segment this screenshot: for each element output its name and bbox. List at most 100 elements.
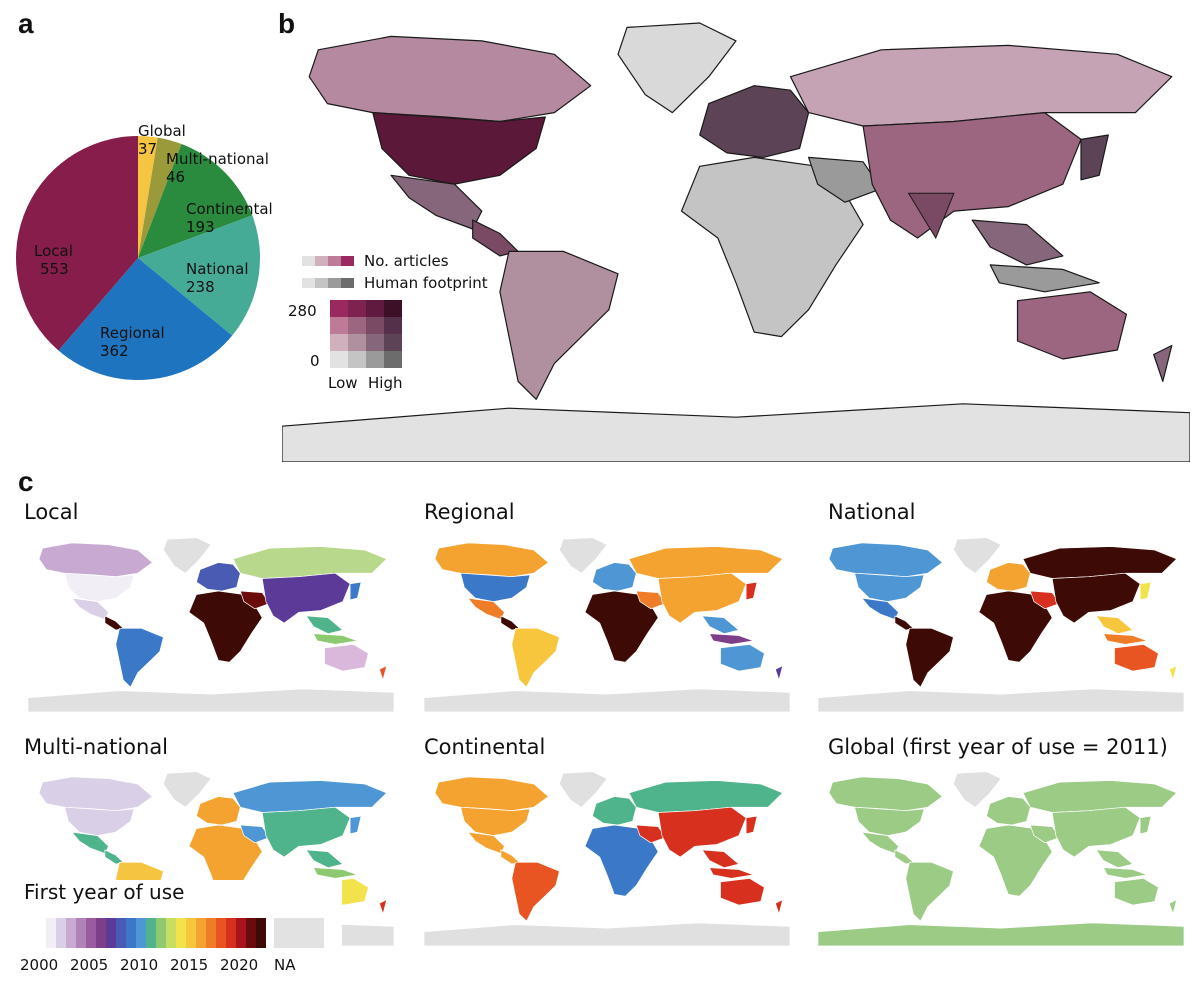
region-antarctica: [818, 922, 1184, 946]
region-usa: [64, 806, 135, 836]
pie-value-continental: 193: [186, 218, 215, 236]
region-samerica: [499, 250, 619, 400]
pie-value-regional: 362: [100, 342, 129, 360]
region-mideast: [239, 590, 270, 610]
colorbar-step: [206, 918, 216, 948]
legend-cell: [384, 300, 402, 317]
colorbar-title: First year of use: [24, 880, 185, 904]
map-national: [818, 537, 1184, 712]
region-canada: [434, 542, 549, 578]
region-seasia: [305, 849, 344, 869]
pie-label-continental: Continental: [186, 200, 273, 218]
region-russia: [628, 546, 784, 579]
region-greenland: [953, 771, 1002, 808]
region-asia: [1051, 572, 1141, 624]
pie-value-national: 238: [186, 278, 215, 296]
region-canada: [434, 776, 549, 812]
legend-swatch-footprint: [302, 278, 315, 288]
legend-row-footprint: Human footprint: [364, 274, 488, 292]
legend-cell: [330, 351, 348, 368]
legend-cell: [348, 334, 366, 351]
panel-letter-a: a: [18, 8, 34, 39]
bivariate-map: [281, 22, 1191, 463]
colorbar-step: [136, 918, 146, 948]
region-europe: [699, 85, 810, 158]
colorbar-step: [116, 918, 126, 948]
legend-cell: [348, 351, 366, 368]
region-japan: [745, 815, 758, 835]
region-mexico: [467, 831, 505, 854]
legend-y-max: 280: [288, 302, 317, 320]
region-australia: [324, 644, 369, 672]
legend-swatch-articles: [341, 256, 354, 266]
colorbar-step: [146, 918, 156, 948]
region-nz: [775, 665, 784, 681]
colorbar-step: [96, 918, 106, 948]
region-russia: [232, 546, 388, 579]
pie-slice-global: [138, 136, 158, 258]
pie-slice-national: [138, 215, 260, 336]
region-europe: [196, 562, 241, 592]
region-greenland: [163, 537, 212, 574]
region-japan: [745, 581, 758, 601]
colorbar-na-swatch: [274, 918, 324, 948]
legend-x-low: Low: [328, 374, 358, 392]
legend-x-high: High: [368, 374, 403, 392]
region-nz: [1169, 899, 1178, 915]
region-usa: [372, 111, 546, 185]
region-usa: [854, 806, 925, 836]
region-india: [907, 192, 955, 240]
colorbar-tick-2015: 2015: [170, 956, 209, 974]
region-usa: [854, 572, 925, 602]
legend-cell: [366, 351, 384, 368]
colorbar-tick-2020: 2020: [220, 956, 259, 974]
region-russia: [628, 780, 784, 813]
legend-cell: [366, 317, 384, 334]
colorbar-step: [106, 918, 116, 948]
colorbar-step: [216, 918, 226, 948]
region-europe: [986, 796, 1031, 826]
region-mexico: [861, 831, 899, 854]
region-usa: [460, 806, 531, 836]
region-antarctica: [424, 688, 790, 712]
colorbar: [46, 918, 324, 948]
region-nz: [1169, 665, 1178, 681]
region-mideast: [635, 824, 666, 844]
region-mexico: [467, 597, 505, 620]
region-indonesia: [1103, 633, 1148, 645]
legend-cell: [330, 300, 348, 317]
legend-cell: [348, 317, 366, 334]
colorbar-step: [46, 918, 56, 948]
colorbar-na: NA: [274, 956, 296, 974]
region-nz: [775, 899, 784, 915]
legend-swatches: [302, 256, 354, 288]
legend-swatch-footprint: [341, 278, 354, 288]
world-map-b: [281, 14, 1191, 463]
colorbar-tick-2010: 2010: [120, 956, 159, 974]
region-greenland: [953, 537, 1002, 574]
region-asia: [657, 572, 747, 624]
colorbar-step: [156, 918, 166, 948]
colorbar-step: [246, 918, 256, 948]
region-australia: [720, 878, 765, 906]
legend-swatch-footprint: [315, 278, 328, 288]
map-regional: [424, 537, 790, 712]
region-antarctica: [28, 688, 394, 712]
legend-cell: [348, 300, 366, 317]
region-samerica: [115, 627, 164, 688]
region-mexico: [861, 597, 899, 620]
pie-value-global: 37: [138, 140, 157, 158]
region-europe: [986, 562, 1031, 592]
legend-swatch-articles: [328, 256, 341, 266]
region-japan: [349, 581, 362, 601]
region-usa: [460, 572, 531, 602]
pie-label-global: Global: [138, 122, 186, 140]
colorbar-legend: First year of use 2000 2005 2010 2015 20…: [20, 880, 342, 980]
region-seasia: [701, 849, 740, 869]
region-canada: [828, 542, 943, 578]
region-australia: [1114, 878, 1159, 906]
map-local: [28, 537, 394, 712]
legend-cell: [330, 334, 348, 351]
region-indonesia: [709, 633, 754, 645]
region-antarctica: [281, 403, 1191, 463]
